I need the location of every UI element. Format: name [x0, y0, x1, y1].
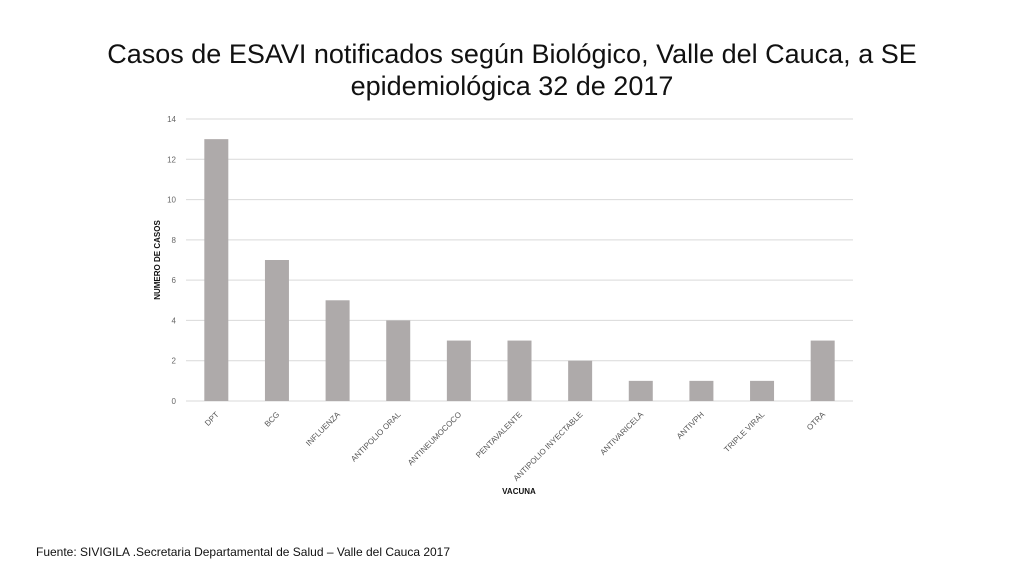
- slide-title: Casos de ESAVI notificados según Biológi…: [60, 38, 964, 102]
- x-category-label: ANTIPOLIO ORAL: [349, 410, 403, 464]
- y-tick-label: 0: [172, 397, 177, 406]
- y-tick-label: 14: [167, 115, 176, 124]
- bar-influenza: [325, 300, 350, 401]
- bar-otra: [810, 340, 835, 401]
- bar-triple-viral: [750, 380, 775, 401]
- bar-pentavalente: [507, 340, 532, 401]
- bar-dpt: [204, 139, 229, 401]
- y-tick-label: 2: [172, 357, 177, 366]
- x-axis-categories: DPT BCG INFLUENZA ANTIPOLIO ORAL ANTINEUMOCO…: [203, 410, 828, 483]
- x-category-label: BCG: [263, 410, 282, 429]
- x-category-label: ANTIVARICELA: [598, 410, 645, 457]
- y-tick-label: 10: [167, 196, 176, 205]
- bar-antipolio-inyectable: [568, 360, 593, 401]
- x-category-label: PENTAVALENTE: [474, 410, 524, 460]
- x-category-label: OTRA: [805, 410, 828, 433]
- bars: [204, 139, 835, 401]
- y-tick-label: 4: [172, 316, 177, 325]
- bar-antivph: [689, 380, 714, 401]
- x-category-label: ANTINEUMOCOCO: [406, 410, 463, 467]
- x-category-label: DPT: [203, 410, 221, 428]
- title-line-1: Casos de ESAVI notificados según Biológi…: [107, 39, 917, 69]
- bar-antivaricela: [628, 380, 653, 401]
- x-category-label: ANTIPOLIO INYECTABLE: [512, 410, 585, 483]
- y-axis-title: NUMERO DE CASOS: [153, 220, 162, 300]
- y-tick-label: 8: [172, 236, 177, 245]
- bar-bcg: [264, 260, 289, 401]
- y-axis-ticks: 0 2 4 6 8 10 12 14: [167, 115, 176, 406]
- y-tick-label: 12: [167, 155, 176, 164]
- x-category-label: TRIPLE VIRAL: [722, 410, 766, 454]
- source-note: Fuente: SIVIGILA .Secretaria Departament…: [36, 545, 451, 559]
- x-category-label: ANTIVPH: [675, 410, 706, 441]
- bar-antineumococo: [446, 340, 471, 401]
- bar-antipolio-oral: [386, 320, 411, 401]
- x-axis-title: VACUNA: [502, 487, 536, 496]
- y-tick-label: 6: [172, 276, 177, 285]
- x-category-label: INFLUENZA: [304, 410, 342, 448]
- gridlines: [186, 118, 853, 402]
- title-line-2: epidemiológica 32 de 2017: [350, 71, 674, 101]
